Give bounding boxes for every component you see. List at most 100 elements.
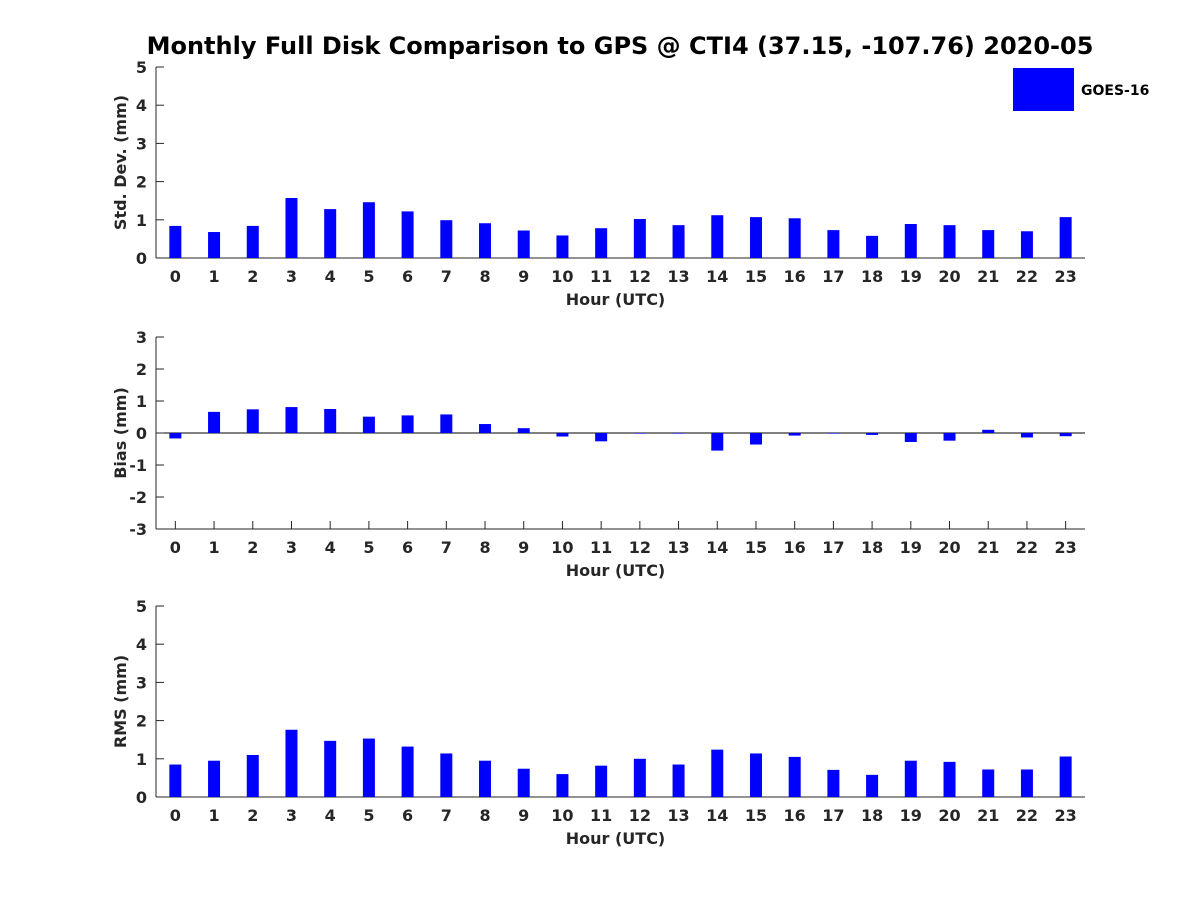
x-tick-label: 18 [861, 267, 883, 286]
y-tick-label: 5 [136, 597, 147, 616]
x-tick-label: 6 [402, 538, 413, 557]
bar [1020, 433, 1033, 438]
x-tick-label: 14 [706, 806, 728, 825]
x-tick-label: 17 [822, 806, 844, 825]
bar [672, 433, 685, 434]
bar [904, 760, 917, 797]
bar [866, 235, 879, 258]
bar [324, 209, 337, 258]
legend-swatch [1013, 68, 1074, 111]
x-tick-label: 12 [629, 538, 651, 557]
bar [1059, 433, 1072, 437]
x-tick-label: 1 [208, 267, 219, 286]
bar [285, 407, 298, 433]
bar [324, 740, 337, 797]
bar [246, 409, 259, 433]
x-tick-label: 14 [706, 267, 728, 286]
y-axis-label: Std. Dev. (mm) [111, 95, 130, 230]
x-tick-label: 7 [441, 267, 452, 286]
y-tick-label: -2 [129, 488, 147, 507]
x-tick-label: 8 [479, 538, 490, 557]
y-axis-label: RMS (mm) [111, 655, 130, 748]
bar [827, 230, 840, 258]
bar [982, 429, 995, 433]
x-axis-label: Hour (UTC) [566, 829, 666, 848]
bar [479, 424, 492, 433]
bar [788, 756, 801, 797]
y-tick-label: 0 [136, 424, 147, 443]
bar [440, 753, 453, 797]
bar [943, 225, 956, 258]
bar [1020, 231, 1033, 258]
x-tick-label: 5 [363, 806, 374, 825]
bar [556, 774, 569, 797]
x-tick-label: 0 [170, 267, 181, 286]
x-tick-label: 10 [551, 806, 573, 825]
bar [517, 768, 530, 797]
y-tick-label: 1 [136, 750, 147, 769]
bar [711, 215, 724, 258]
y-axis-label: Bias (mm) [111, 387, 130, 479]
x-tick-label: 13 [667, 267, 689, 286]
y-tick-label: 3 [136, 134, 147, 153]
x-axis-label: Hour (UTC) [566, 290, 666, 309]
bar [440, 220, 453, 258]
x-tick-label: 0 [170, 538, 181, 557]
bar [401, 415, 414, 433]
legend-label: GOES-16 [1081, 83, 1149, 99]
bar [633, 433, 646, 434]
y-tick-label: 4 [136, 635, 147, 654]
x-tick-label: 2 [247, 267, 258, 286]
x-tick-label: 7 [441, 538, 452, 557]
bar [982, 230, 995, 258]
x-tick-label: 16 [784, 267, 806, 286]
x-tick-label: 5 [363, 538, 374, 557]
x-tick-label: 19 [900, 538, 922, 557]
y-tick-label: 0 [136, 788, 147, 807]
y-tick-label: 0 [136, 249, 147, 268]
bar [169, 225, 182, 258]
bar [246, 754, 259, 797]
bar [324, 409, 337, 433]
chart-title: Monthly Full Disk Comparison to GPS @ CT… [147, 32, 1094, 60]
x-tick-label: 15 [745, 806, 767, 825]
y-tick-label: -3 [129, 520, 147, 539]
y-tick-label: 4 [136, 96, 147, 115]
bar [1059, 217, 1072, 258]
bar [208, 760, 221, 797]
x-tick-label: 9 [518, 267, 529, 286]
bar [285, 729, 298, 797]
x-tick-label: 3 [286, 806, 297, 825]
bar [595, 228, 608, 258]
bar [827, 769, 840, 797]
bar [749, 217, 762, 258]
x-tick-label: 10 [551, 267, 573, 286]
x-tick-label: 11 [590, 806, 612, 825]
y-tick-label: 1 [136, 392, 147, 411]
bar [672, 225, 685, 258]
x-tick-label: 6 [402, 267, 413, 286]
bar [362, 738, 375, 797]
x-tick-label: 2 [247, 538, 258, 557]
bar [169, 764, 182, 797]
bar [904, 224, 917, 258]
bar [246, 225, 259, 258]
x-tick-label: 6 [402, 806, 413, 825]
x-tick-label: 2 [247, 806, 258, 825]
bar [208, 411, 221, 433]
bar [788, 218, 801, 258]
y-tick-label: 1 [136, 211, 147, 230]
bar [556, 235, 569, 258]
x-tick-label: 4 [325, 806, 336, 825]
bar [711, 749, 724, 797]
x-tick-label: 7 [441, 806, 452, 825]
x-tick-label: 21 [977, 538, 999, 557]
x-tick-label: 20 [938, 267, 960, 286]
x-tick-label: 17 [822, 538, 844, 557]
bar [904, 433, 917, 442]
x-tick-label: 14 [706, 538, 728, 557]
